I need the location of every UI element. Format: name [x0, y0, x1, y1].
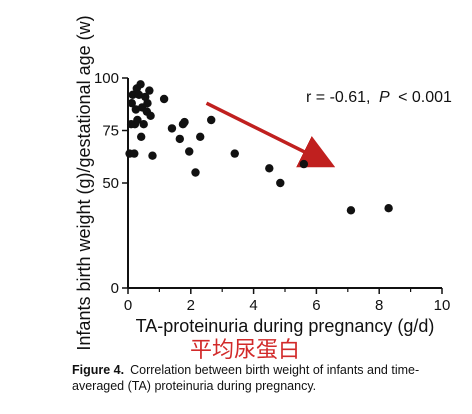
x-tick-label: 8: [375, 297, 383, 314]
data-point: [136, 80, 144, 88]
data-point: [137, 133, 145, 141]
data-point: [347, 206, 355, 214]
data-point: [168, 124, 176, 132]
trend-arrow: [207, 103, 329, 164]
data-point: [207, 116, 215, 124]
x-tick-label: 10: [434, 297, 451, 314]
data-point: [145, 86, 153, 94]
data-point: [146, 112, 154, 120]
y-tick-label: 0: [111, 280, 119, 297]
correlation-annotation: r = -0.61, P < 0.001: [306, 89, 452, 106]
data-point: [276, 179, 284, 187]
x-tick-label: 0: [124, 297, 132, 314]
x-tick-label: 2: [187, 297, 195, 314]
r-value: r = -0.61,: [306, 89, 370, 106]
data-point: [140, 120, 148, 128]
y-ticks: 0 50 75 100: [94, 70, 128, 297]
x-ticks: 0 2 4 6 8 10: [124, 288, 451, 314]
data-point: [384, 204, 392, 212]
data-point: [231, 149, 239, 157]
data-point: [148, 152, 156, 160]
data-point: [160, 95, 168, 103]
data-point: [191, 168, 199, 176]
x-tick-label: 6: [312, 297, 320, 314]
data-point: [143, 99, 151, 107]
data-point: [196, 133, 204, 141]
data-point: [130, 149, 138, 157]
overlay-label: 平均尿蛋白: [190, 338, 300, 363]
data-point: [180, 118, 188, 126]
y-axis-title: Infants birth weight (g)/gestational age…: [74, 15, 94, 350]
x-axis-title: TA-proteinuria during pregnancy (g/d): [136, 316, 435, 336]
figure-caption: Figure 4. Correlation between birth weigh…: [72, 362, 464, 394]
data-point: [265, 164, 273, 172]
data-point: [185, 147, 193, 155]
y-tick-label: 50: [102, 175, 119, 192]
x-tick-label: 4: [249, 297, 257, 314]
y-tick-label: 100: [94, 70, 119, 87]
y-tick-label: 75: [102, 123, 119, 140]
data-point: [300, 160, 308, 168]
caption-label: Figure 4.: [72, 363, 124, 377]
data-point: [176, 135, 184, 143]
caption-text: Correlation between birth weight of infa…: [72, 363, 419, 393]
p-symbol: P: [379, 89, 390, 106]
p-value: < 0.001: [398, 89, 452, 106]
